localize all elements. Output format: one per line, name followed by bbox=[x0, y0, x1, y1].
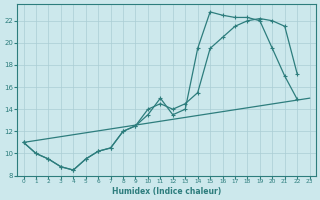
X-axis label: Humidex (Indice chaleur): Humidex (Indice chaleur) bbox=[112, 187, 221, 196]
